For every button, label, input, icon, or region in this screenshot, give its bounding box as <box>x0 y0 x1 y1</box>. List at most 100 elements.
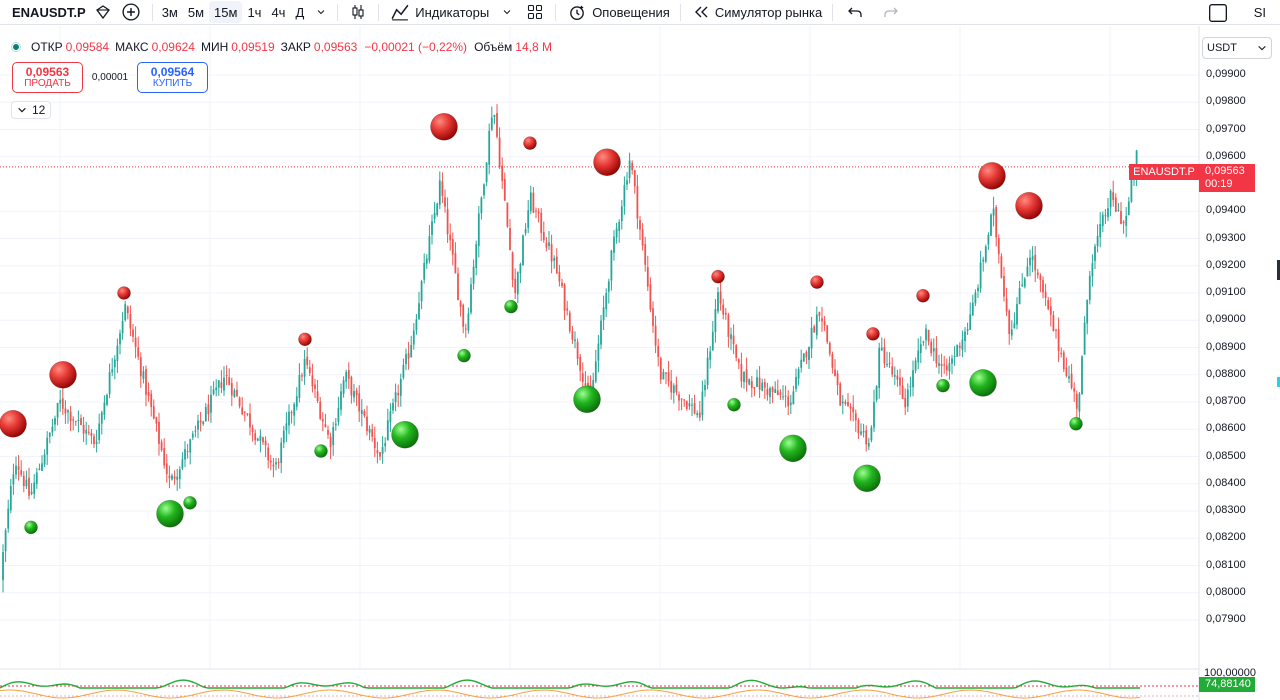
symbol-search[interactable]: ENAUSDT.P <box>12 4 86 20</box>
sell-price: 0,09563 <box>25 64 70 79</box>
indicators-collapse-toggle[interactable]: 12 <box>11 101 52 119</box>
candle-body <box>126 306 129 314</box>
candle-body <box>1042 280 1044 293</box>
redo-icon[interactable] <box>873 0 909 25</box>
candle-body <box>550 244 553 262</box>
candle-body <box>956 344 959 357</box>
candle-body <box>350 376 353 396</box>
candle-body <box>756 377 758 388</box>
interval-1h[interactable]: 1ч <box>247 4 262 20</box>
sell-signal-marker <box>711 269 725 284</box>
replay-button[interactable]: Симулятор рынка <box>685 0 828 25</box>
candle-body <box>888 362 891 364</box>
indicators-button[interactable]: Индикаторы <box>383 0 495 25</box>
candle-body <box>847 401 849 406</box>
candle-body <box>987 234 990 245</box>
interval-dropdown-icon[interactable] <box>309 0 333 25</box>
candle-body <box>15 465 17 475</box>
candle-body <box>938 363 940 366</box>
candle-body <box>1026 266 1029 277</box>
buy-signal-marker <box>504 299 518 314</box>
candle-body <box>969 314 972 330</box>
candles-layer <box>2 104 1138 593</box>
candle-body <box>1000 256 1003 278</box>
fullscreen-icon[interactable] <box>1198 0 1238 25</box>
candle-body <box>670 381 673 393</box>
candle-body <box>38 468 41 471</box>
candle-body <box>72 419 75 421</box>
candle-body <box>1049 306 1052 315</box>
interval-5m[interactable]: 5м <box>187 4 205 20</box>
candle-body <box>891 366 894 375</box>
symbol-info-icon[interactable] <box>92 0 114 25</box>
candle-body <box>558 271 561 282</box>
price-tick-label: 0,08700 <box>1206 395 1246 407</box>
toolbar-right: SI <box>1198 0 1280 25</box>
candle-body <box>1109 191 1112 208</box>
candle-body <box>490 117 493 130</box>
candle-body <box>256 438 259 441</box>
interval-3m[interactable]: 3м <box>161 4 178 20</box>
candle-body <box>639 219 641 230</box>
layouts-grid-icon[interactable] <box>519 0 551 25</box>
candle-body <box>371 429 374 437</box>
candle-body <box>316 391 319 402</box>
interval-15m[interactable]: 15м <box>209 1 243 23</box>
candle-body <box>228 377 231 385</box>
currency-selector[interactable]: USDT <box>1202 37 1272 59</box>
candle-body <box>496 113 498 137</box>
price-tick-label: 0,08900 <box>1206 340 1246 353</box>
candle-body <box>337 407 340 422</box>
candle-body <box>433 212 436 219</box>
candle-body <box>262 437 264 443</box>
candle-body <box>587 382 589 387</box>
alerts-button[interactable]: Оповещения <box>560 0 676 25</box>
side-panel-handle-alt[interactable] <box>1277 377 1280 387</box>
candle-body <box>867 442 870 447</box>
candle-body <box>1130 179 1133 202</box>
price-tick-label: 0,08200 <box>1206 531 1246 544</box>
oscillator-main-line <box>0 679 1140 689</box>
candle-body <box>30 491 33 494</box>
candle-body <box>717 292 719 312</box>
compare-add-icon[interactable] <box>114 0 148 25</box>
candle-body <box>743 371 745 383</box>
candle-body <box>935 348 938 364</box>
side-panel-handle[interactable] <box>1277 260 1280 280</box>
candle-body <box>971 302 974 316</box>
candle-body <box>1021 284 1024 287</box>
candle-body <box>181 459 184 469</box>
interval-4h[interactable]: 4ч <box>271 4 286 20</box>
candle-body <box>795 376 797 390</box>
candle-body <box>1107 208 1109 218</box>
indicators-dropdown-icon[interactable] <box>495 0 519 25</box>
price-tick-label: 0,09700 <box>1206 122 1246 135</box>
candle-body <box>1047 300 1050 309</box>
chart-type-candles-icon[interactable] <box>342 0 374 25</box>
buy-signal-marker <box>183 496 197 510</box>
candle-body <box>498 137 501 167</box>
candle-body <box>345 371 348 382</box>
user-avatar[interactable]: SI <box>1253 5 1266 20</box>
price-tick-label: 0,09300 <box>1206 231 1246 244</box>
sell-button[interactable]: 0,09563 ПРОДАТЬ <box>12 62 83 93</box>
candle-body <box>766 388 769 395</box>
candle-body <box>457 273 459 301</box>
candle-body <box>516 272 519 295</box>
candle-body <box>41 463 43 471</box>
candle-body <box>69 411 72 422</box>
candle-body <box>613 236 615 253</box>
candle-body <box>602 307 605 321</box>
price-chart[interactable] <box>0 26 1280 700</box>
undo-icon[interactable] <box>837 0 873 25</box>
candle-body <box>1023 278 1026 287</box>
candle-body <box>485 162 488 183</box>
market-status-dot <box>12 43 20 51</box>
candle-body <box>886 363 888 366</box>
candle-body <box>103 402 106 416</box>
candle-body <box>977 287 979 292</box>
buy-button[interactable]: 0,09564 КУПИТЬ <box>137 62 208 93</box>
interval-1d[interactable]: Д <box>295 4 305 20</box>
price-tick-label: 0,09000 <box>1206 313 1246 326</box>
candle-body <box>61 398 64 409</box>
